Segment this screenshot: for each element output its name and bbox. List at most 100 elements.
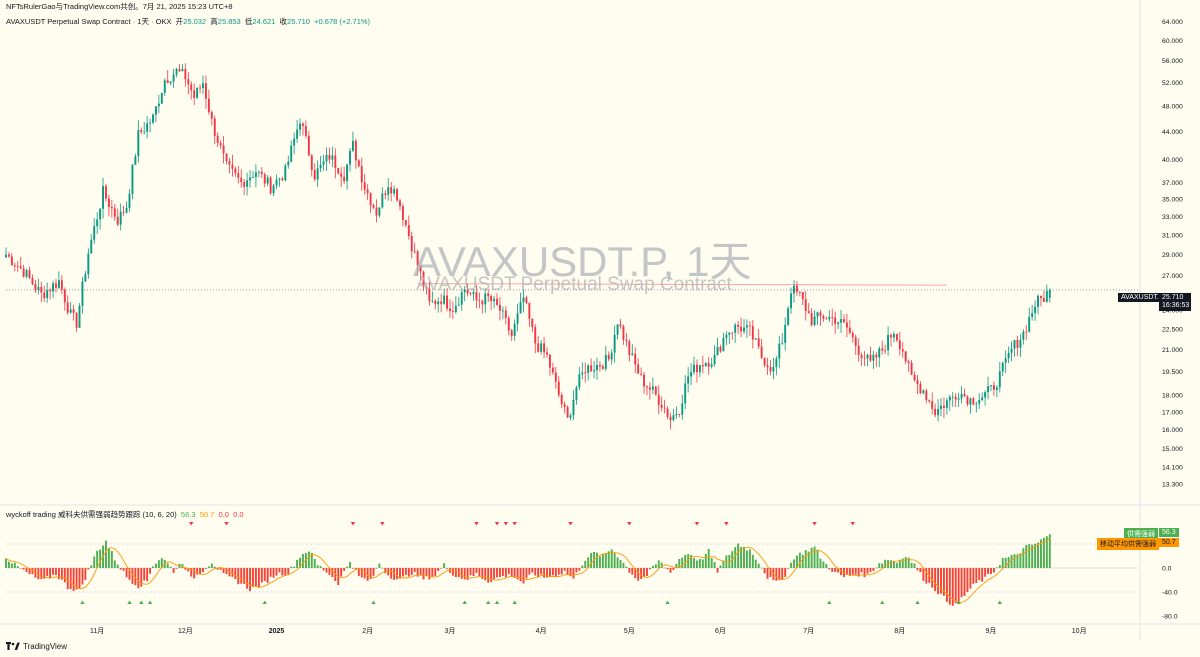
indicator-bar xyxy=(787,568,790,569)
indicator-bar xyxy=(413,568,416,572)
indicator-tick-label: -80.0 xyxy=(1162,614,1178,621)
sell-signal-marker xyxy=(224,522,229,526)
indicator-bar xyxy=(22,568,25,570)
candle-body xyxy=(1022,331,1025,340)
candle-body xyxy=(181,69,184,72)
indicator-bar xyxy=(351,568,354,569)
candle-body xyxy=(28,270,31,278)
candle-body xyxy=(157,103,160,107)
indicator-bar xyxy=(275,568,278,576)
indicator-bar xyxy=(981,568,984,582)
candle-body xyxy=(496,298,498,305)
candle-body xyxy=(93,226,96,240)
candle-body xyxy=(616,324,619,335)
candle-body xyxy=(499,304,501,311)
sell-signal-marker xyxy=(812,522,817,526)
indicator-bar xyxy=(463,568,466,580)
candle-body xyxy=(328,154,331,160)
indicator-bar xyxy=(525,568,528,579)
time-tick-label: 2025 xyxy=(269,628,285,635)
indicator-bar xyxy=(563,568,566,571)
indicator-bar xyxy=(184,568,187,570)
indicator-bar xyxy=(75,568,78,590)
indicator-bar xyxy=(266,568,269,583)
indicator-bar xyxy=(360,568,363,578)
indicator-bar xyxy=(560,568,563,575)
candle-body xyxy=(566,406,569,418)
candle-body xyxy=(793,285,795,294)
buy-signal-marker xyxy=(494,600,500,604)
candle-body xyxy=(525,297,528,303)
indicator-bar xyxy=(951,568,954,606)
tag1-label: 供需强弱 xyxy=(1124,528,1158,540)
sell-signal-marker xyxy=(568,522,573,526)
indicator-bar xyxy=(228,568,231,577)
candle-body xyxy=(357,160,360,167)
indicator-bar xyxy=(472,568,475,577)
candle-body xyxy=(7,254,10,257)
candle-body xyxy=(422,271,425,287)
candle-body xyxy=(769,367,772,372)
indicator-bar xyxy=(1048,534,1051,568)
indicator-bar xyxy=(340,568,343,577)
indicator-bar xyxy=(966,568,969,593)
candle-body xyxy=(316,168,319,180)
candle-body xyxy=(907,361,910,363)
candle-body xyxy=(825,318,828,320)
candle-body xyxy=(107,198,110,208)
symbol-legend: AVAXUSDT Perpetual Swap Contract · 1天 · … xyxy=(6,16,370,27)
candle-body xyxy=(396,189,399,201)
candle-body xyxy=(987,386,990,393)
price-tick-label: 44.000 xyxy=(1162,129,1183,136)
indicator-bar xyxy=(546,568,548,578)
candle-body xyxy=(187,79,190,85)
candle-body xyxy=(890,334,892,338)
candle-body xyxy=(275,179,278,186)
indicator-bar xyxy=(987,568,990,574)
candle-body xyxy=(731,332,734,334)
candle-body xyxy=(369,193,372,206)
footer-brand[interactable]: TradingView xyxy=(6,642,67,651)
candle-body xyxy=(343,176,346,182)
candle-body xyxy=(466,289,469,294)
candle-body xyxy=(772,366,775,372)
indicator-bar xyxy=(496,568,498,578)
indicator-bar xyxy=(187,568,190,572)
candle-body xyxy=(110,207,113,209)
indicator-bar xyxy=(840,568,842,576)
indicator-bar xyxy=(795,555,798,568)
indicator-bar xyxy=(748,549,751,568)
indicator-bar xyxy=(575,568,578,573)
indicator-bar xyxy=(860,568,863,573)
candle-body xyxy=(66,302,69,313)
sell-signal-marker xyxy=(474,522,479,526)
indicator-bar xyxy=(619,560,622,568)
candle-body xyxy=(152,114,154,123)
indicator-bar xyxy=(845,568,848,575)
candle-body xyxy=(569,415,572,418)
indicator-bar xyxy=(813,546,816,568)
indicator-bar xyxy=(381,567,384,569)
candle-body xyxy=(925,390,928,401)
candle-body xyxy=(37,287,40,290)
candle-body xyxy=(743,327,745,332)
candle-body xyxy=(596,365,598,371)
candle-body xyxy=(725,334,728,338)
candle-body xyxy=(584,372,587,374)
indicator-bar xyxy=(957,568,960,602)
candle-body xyxy=(143,131,146,133)
candle-body xyxy=(663,407,666,409)
candle-body xyxy=(310,155,313,170)
candle-body xyxy=(290,145,293,162)
indicator-v3: 0.0 xyxy=(218,510,229,519)
indicator-bar xyxy=(584,560,587,568)
candle-body xyxy=(722,337,725,352)
indicator-bar xyxy=(202,568,204,573)
candle-body xyxy=(831,316,834,318)
indicator-bar xyxy=(1013,554,1016,568)
candle-body xyxy=(910,362,913,375)
candle-body xyxy=(916,380,919,385)
candle-body xyxy=(678,414,681,415)
indicator-bar xyxy=(313,559,316,568)
